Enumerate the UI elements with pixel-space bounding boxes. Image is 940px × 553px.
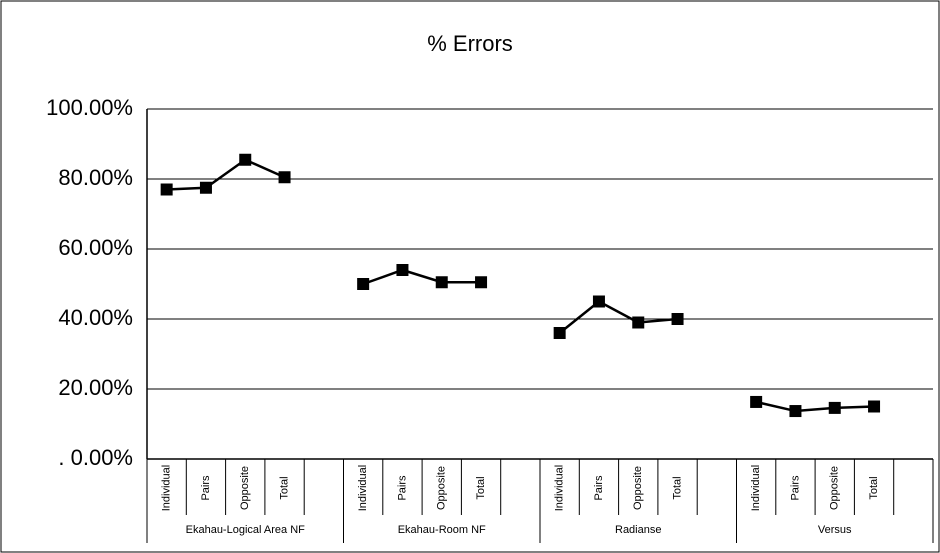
x-tick-label: Opposite [829,466,841,510]
y-tick-label: . 0.00% [58,445,133,470]
marker [553,327,566,339]
x-tick-label: Total [868,476,880,499]
group-label: Ekahau-Logical Area NF [186,524,306,536]
x-tick-label: Total [278,476,290,499]
marker [828,401,841,414]
x-tick-label: Pairs [396,475,408,501]
x-tick-label: Pairs [593,475,605,501]
line [166,158,875,413]
y-tick-label: 100.00% [46,95,133,120]
marker [396,264,409,276]
x-tick-label: Individual [357,465,369,511]
chart-title: % Errors [427,31,513,56]
y-tick-label: 40.00% [58,305,133,330]
x-tick-label: Opposite [239,466,251,510]
y-tick-label: 20.00% [58,375,133,400]
marker [592,295,605,308]
marker [632,316,645,329]
marker [199,181,212,194]
y-tick-label: 60.00% [58,235,133,260]
y-tick-label: 80.00% [58,165,133,190]
marker [160,183,173,196]
group-label: Radianse [615,524,661,536]
marker [671,313,684,325]
marker [278,171,291,184]
x-tick-label: Pairs [200,475,212,501]
marker [750,395,763,408]
marker [357,278,370,290]
x-tick-label: Individual [750,465,762,511]
x-tick-label: Individual [161,465,173,511]
marker [435,276,448,289]
group-label: Ekahau-Room NF [398,524,486,536]
x-tick-label: Pairs [789,475,801,501]
group-label: Versus [818,524,852,536]
marker [868,400,881,413]
marker [239,153,252,166]
x-tick-label: Opposite [436,466,448,510]
x-tick-label: Total [671,476,683,499]
x-tick-label: Opposite [632,466,644,510]
x-tick-label: Total [475,476,487,499]
marker [789,405,802,418]
x-tick-label: Individual [554,465,566,511]
marker [475,276,488,289]
